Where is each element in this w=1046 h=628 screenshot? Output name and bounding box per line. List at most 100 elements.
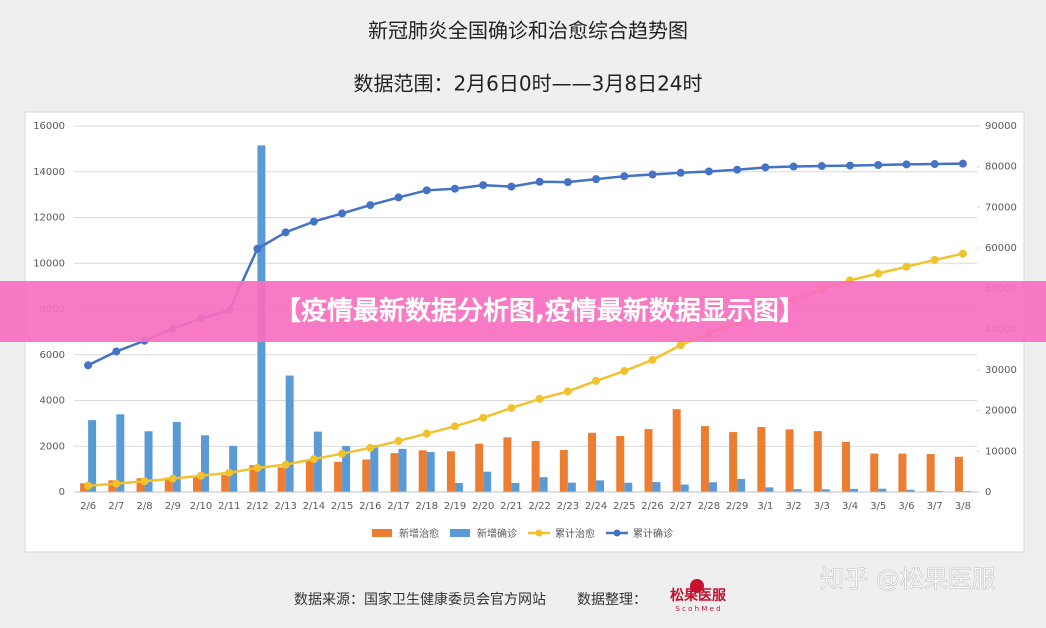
y-tick-label: 2000: [40, 441, 65, 452]
line-marker: [112, 347, 121, 356]
x-tick-label: 2/8: [137, 501, 153, 512]
y2-tick-label: 20000: [985, 406, 1017, 417]
bar: [954, 456, 963, 492]
x-tick-label: 2/9: [165, 501, 181, 512]
x-tick-label: 2/28: [698, 501, 720, 512]
legend-label: 新增确诊: [477, 527, 517, 540]
line-marker: [535, 177, 544, 186]
x-tick-label: 3/1: [757, 501, 773, 512]
x-tick-label: 3/7: [927, 501, 943, 512]
y-tick-label: 6000: [40, 350, 65, 361]
y2-tick-label: 90000: [985, 121, 1017, 132]
line-marker: [930, 160, 939, 169]
bar: [305, 460, 314, 492]
line-marker: [902, 262, 911, 271]
bar: [390, 453, 399, 492]
y-tick-label: 14000: [33, 167, 65, 178]
x-tick-label: 2/18: [416, 501, 438, 512]
bar: [898, 453, 907, 492]
y2-tick-label: 80000: [985, 162, 1017, 173]
bar: [878, 488, 887, 492]
bar: [172, 421, 181, 492]
legend-swatch: [450, 529, 470, 537]
bar: [88, 420, 97, 492]
line-marker: [450, 422, 459, 431]
legend-swatch: [372, 529, 392, 537]
x-tick-label: 3/5: [870, 501, 886, 512]
line-marker: [309, 455, 318, 464]
banner-text: 【疫情最新数据分析图,疫情最新数据显示图】: [275, 296, 805, 327]
x-tick-label: 2/10: [190, 501, 212, 512]
x-tick-label: 2/16: [359, 501, 381, 512]
x-tick-label: 3/8: [955, 501, 971, 512]
bar: [708, 482, 717, 492]
x-tick-label: 2/11: [218, 501, 240, 512]
bar: [503, 437, 512, 492]
bar: [362, 459, 371, 492]
line-marker: [84, 481, 93, 490]
legend-label: 累计治愈: [555, 527, 595, 540]
line-marker: [676, 341, 685, 350]
chart-title: 新冠肺炎全国确诊和治愈综合趋势图: [368, 19, 688, 43]
x-tick-label: 2/27: [669, 501, 691, 512]
x-tick-label: 2/20: [472, 501, 494, 512]
line-marker: [958, 249, 967, 258]
bar: [616, 435, 625, 492]
bar: [342, 446, 351, 492]
line-marker: [874, 161, 883, 170]
bar: [652, 482, 661, 492]
bar: [475, 443, 484, 492]
line-marker: [535, 394, 544, 403]
line-marker: [479, 413, 488, 422]
line-marker: [789, 162, 798, 171]
line-marker: [140, 477, 149, 486]
bar: [785, 429, 794, 492]
line-marker: [253, 463, 262, 472]
bar: [221, 475, 230, 492]
y-tick-label: 4000: [40, 396, 65, 407]
bar: [850, 488, 859, 492]
x-tick-label: 2/17: [387, 501, 409, 512]
line-marker: [817, 162, 826, 171]
x-tick-label: 3/2: [786, 501, 802, 512]
line-marker: [281, 460, 290, 469]
y2-tick-label: 30000: [985, 365, 1017, 376]
y-tick-label: 16000: [33, 121, 65, 132]
line-marker: [620, 172, 629, 181]
x-tick-label: 2/22: [528, 501, 550, 512]
x-tick-label: 2/21: [500, 501, 522, 512]
bar: [793, 489, 802, 492]
line-marker: [422, 429, 431, 438]
logo-icon: [690, 579, 704, 593]
line-marker: [676, 168, 685, 177]
line-marker: [422, 186, 431, 195]
bar: [680, 484, 689, 492]
bar: [765, 487, 774, 492]
line-marker: [309, 217, 318, 226]
x-tick-label: 3/3: [814, 501, 830, 512]
bar: [136, 478, 145, 492]
bar: [737, 478, 746, 492]
line-marker: [620, 367, 629, 376]
line-marker: [563, 178, 572, 187]
bar: [334, 461, 343, 492]
line-marker: [253, 244, 262, 253]
x-tick-label: 2/19: [444, 501, 466, 512]
y-tick-label: 0: [59, 487, 65, 498]
footer-source: 数据来源：国家卫生健康委员会官方网站: [294, 591, 546, 608]
bar: [116, 414, 125, 492]
line-marker: [592, 175, 601, 184]
x-tick-label: 2/7: [108, 501, 124, 512]
bar: [672, 409, 681, 492]
bar: [567, 482, 576, 492]
bar: [906, 489, 915, 492]
line-marker: [507, 182, 516, 191]
bar: [370, 445, 379, 492]
line-marker: [507, 403, 516, 412]
x-tick-label: 2/14: [303, 501, 325, 512]
bar: [870, 453, 879, 492]
footer-organizer: 数据整理：: [577, 592, 647, 608]
bar: [624, 482, 633, 492]
